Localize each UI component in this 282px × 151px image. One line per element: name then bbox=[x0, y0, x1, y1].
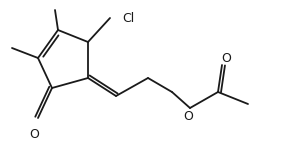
Text: O: O bbox=[183, 109, 193, 122]
Text: O: O bbox=[221, 51, 231, 64]
Text: Cl: Cl bbox=[122, 11, 134, 24]
Text: O: O bbox=[29, 128, 39, 141]
